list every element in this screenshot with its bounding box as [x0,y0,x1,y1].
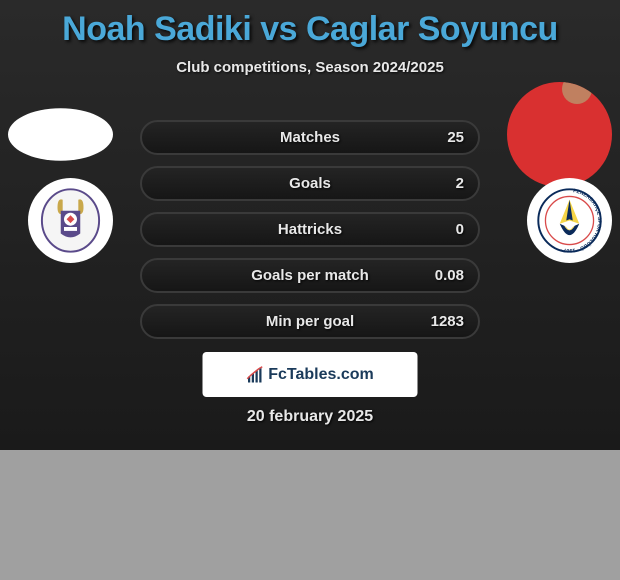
brand-text: FcTables.com [268,366,374,384]
stat-label: Goals [289,175,331,192]
subtitle: Club competitions, Season 2024/2025 [0,59,620,76]
stat-row: Goals 2 [140,166,480,201]
barchart-icon [246,366,264,384]
player-left-avatar [8,108,113,161]
stat-label: Min per goal [266,313,354,330]
stat-row: Matches 25 [140,120,480,155]
comparison-card: Noah Sadiki vs Caglar Soyuncu Club compe… [0,0,620,450]
anderlecht-crest-icon [38,188,103,253]
stat-value-right: 0 [456,221,464,238]
stat-row: Hattricks 0 [140,212,480,247]
stat-label: Hattricks [278,221,342,238]
stat-value-right: 1283 [431,313,464,330]
brand-footer[interactable]: FcTables.com [203,352,418,397]
stat-label: Goals per match [251,267,369,284]
stat-row: Goals per match 0.08 [140,258,480,293]
stat-label: Matches [280,129,340,146]
stat-value-right: 0.08 [435,267,464,284]
fenerbahce-crest-icon: FENERBAHÇE SPOR KULÜBÜ · 1907 · [537,188,602,253]
date-text: 20 february 2025 [0,408,620,426]
club-left-badge [28,178,113,263]
stats-container: Matches 25 Goals 2 Hattricks 0 Goals per… [140,120,480,350]
stat-value-right: 2 [456,175,464,192]
page-title: Noah Sadiki vs Caglar Soyuncu [0,0,620,49]
stat-row: Min per goal 1283 [140,304,480,339]
club-right-badge: FENERBAHÇE SPOR KULÜBÜ · 1907 · [527,178,612,263]
stat-value-right: 25 [447,129,464,146]
player-right-avatar [507,82,612,187]
